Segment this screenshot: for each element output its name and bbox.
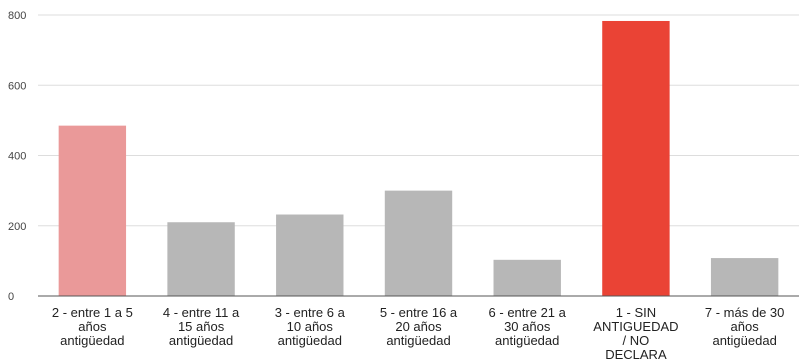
x-category-label: 1 - SIN ANTIGUEDAD / NO DECLARA [593,305,678,362]
x-category-label-line: 4 - entre 11 a [163,305,240,320]
y-tick-label: 800 [8,10,26,22]
x-category-label-line: antigüedad [495,333,559,348]
y-tick-label: 200 [8,221,26,233]
x-category-label-line: 10 años [287,319,334,334]
x-category-label: 2 - entre 1 a 5 años antigüedad [52,305,133,348]
x-category-label-line: 6 - entre 21 a [489,305,567,320]
bar [58,125,127,296]
bar [710,258,779,296]
x-category-label-line: 5 - entre 16 a [380,305,458,320]
x-category-label-line: / NO [623,333,650,348]
x-category-label-line: antigüedad [60,333,124,348]
x-category-label-line: años [78,319,107,334]
bar [276,214,344,296]
x-category-label-line: 20 años [395,319,442,334]
x-category-label-line: ANTIGUEDAD [593,319,678,334]
x-category-label: 4 - entre 11 a 15 años antigüedad [163,305,240,348]
x-category-label-line: 2 - entre 1 a 5 [52,305,133,320]
x-category-label-line: 30 años [504,319,551,334]
y-tick-label: 0 [8,291,14,303]
x-category-label-line: 3 - entre 6 a [275,305,346,320]
x-category-label-line: 15 años [178,319,225,334]
y-axis-tick-labels: 0 200 400 600 800 [8,10,26,303]
x-category-label: 7 - más de 30 años antigüedad [705,305,785,348]
x-category-label-line: 1 - SIN [616,305,656,320]
bars [58,20,779,296]
bar [384,190,453,296]
x-category-label: 3 - entre 6 a 10 años antigüedad [275,305,346,348]
x-category-label-line: 7 - más de 30 [705,305,785,320]
x-category-label: 6 - entre 21 a 30 años antigüedad [489,305,567,348]
x-category-label: 5 - entre 16 a 20 años antigüedad [380,305,458,348]
x-category-label-line: antigüedad [278,333,342,348]
bar [602,20,670,296]
x-category-label-line: años [731,319,760,334]
y-tick-label: 600 [8,80,26,92]
x-category-label-line: antigüedad [712,333,776,348]
bar [493,259,561,296]
x-category-label-line: antigüedad [386,333,450,348]
x-category-label-line: DECLARA [605,347,667,362]
y-tick-label: 400 [8,151,26,163]
x-category-label-line: antigüedad [169,333,233,348]
bar [167,222,235,296]
